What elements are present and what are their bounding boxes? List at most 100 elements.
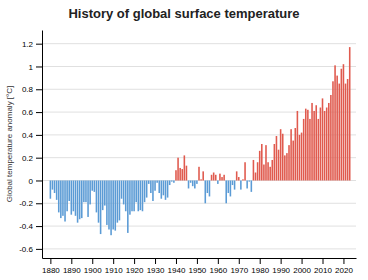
bar (217, 180, 219, 183)
bar (309, 119, 311, 181)
y-tick: 0 (29, 177, 42, 186)
tick-label: 1.2 (22, 40, 34, 49)
bar (52, 180, 54, 189)
bar (194, 180, 196, 188)
axis-line (42, 31, 43, 259)
bar (305, 109, 307, 181)
bar (261, 144, 263, 180)
tick-mark (281, 258, 282, 264)
x-tick: 1940 (168, 258, 186, 275)
bar (102, 180, 104, 210)
x-tick: 1950 (189, 258, 207, 275)
tick-mark (50, 258, 51, 264)
bar (341, 69, 343, 181)
tick-mark (323, 258, 324, 264)
bar (79, 180, 81, 219)
bar (188, 180, 190, 188)
tick-label: 0 (29, 177, 34, 186)
bar (167, 180, 169, 197)
grid-line (42, 89, 356, 90)
bar (349, 47, 351, 180)
tick-label: 1890 (63, 266, 81, 275)
bar (186, 166, 188, 181)
tick-label: 0.8 (22, 85, 34, 94)
bar (138, 180, 140, 211)
bar (326, 108, 328, 181)
bar (56, 180, 58, 199)
tick-label: -0.4 (19, 222, 33, 231)
x-tick: 1920 (126, 258, 144, 275)
bar (295, 128, 297, 180)
bar (100, 180, 102, 234)
bar (98, 180, 100, 222)
tick-label: 2000 (293, 266, 311, 275)
bar (106, 180, 108, 224)
bar (228, 180, 230, 193)
bar (282, 134, 284, 181)
tick-mark (92, 258, 93, 264)
x-tick: 1910 (105, 258, 123, 275)
tick-mark (36, 180, 42, 181)
x-tick: 1990 (272, 258, 290, 275)
bar (66, 180, 68, 211)
bar (328, 103, 330, 181)
grid-line (42, 226, 356, 227)
y-tick: 1.2 (22, 40, 42, 49)
tick-mark (36, 66, 42, 67)
tick-label: 1900 (84, 266, 102, 275)
bar (204, 180, 206, 203)
bar (286, 153, 288, 180)
y-tick: 0.6 (22, 108, 42, 117)
bar (177, 158, 179, 181)
bar (299, 135, 301, 181)
y-tick: -0.6 (19, 245, 42, 254)
bar (318, 119, 320, 181)
bar (154, 180, 156, 190)
x-tick: 1900 (84, 258, 102, 275)
tick-mark (343, 258, 344, 264)
bar (161, 180, 163, 198)
y-tick: 0.2 (22, 154, 42, 163)
bar (91, 180, 93, 190)
bar (108, 180, 110, 229)
bar (238, 177, 240, 180)
grid (42, 44, 356, 249)
bar (196, 180, 198, 183)
bar (117, 180, 119, 222)
tick-label: 1920 (126, 266, 144, 275)
bar (278, 150, 280, 181)
tick-mark (239, 258, 240, 264)
tick-mark (302, 258, 303, 264)
bar (142, 180, 144, 211)
x-tick: 2010 (314, 258, 332, 275)
bar (248, 180, 250, 181)
grid-line (42, 43, 356, 44)
bar (192, 180, 194, 186)
bar (175, 170, 177, 180)
tick-mark (113, 258, 114, 264)
bar (123, 180, 125, 204)
bar (171, 180, 173, 181)
bar (110, 180, 112, 235)
bar (320, 108, 322, 181)
tick-mark (36, 112, 42, 113)
bar (274, 144, 276, 180)
bar (211, 175, 213, 181)
bar (119, 180, 121, 220)
tick-mark (155, 258, 156, 264)
bar (234, 180, 236, 189)
bar (301, 133, 303, 181)
bar (236, 171, 238, 180)
tick-label: 1930 (147, 266, 165, 275)
chart: 1880189019001910192019301940195019601970… (0, 0, 368, 280)
y-axis: -0.6-0.4-0.200.20.40.60.811.2 (19, 31, 42, 259)
tick-label: 0.6 (22, 108, 34, 117)
bar (112, 180, 114, 229)
bar (267, 162, 269, 180)
bar (288, 145, 290, 180)
bar (223, 175, 225, 181)
tick-label: 1 (29, 63, 34, 72)
tick-label: -0.6 (19, 245, 33, 254)
y-tick: 1 (29, 63, 42, 72)
tick-label: 1880 (42, 266, 60, 275)
